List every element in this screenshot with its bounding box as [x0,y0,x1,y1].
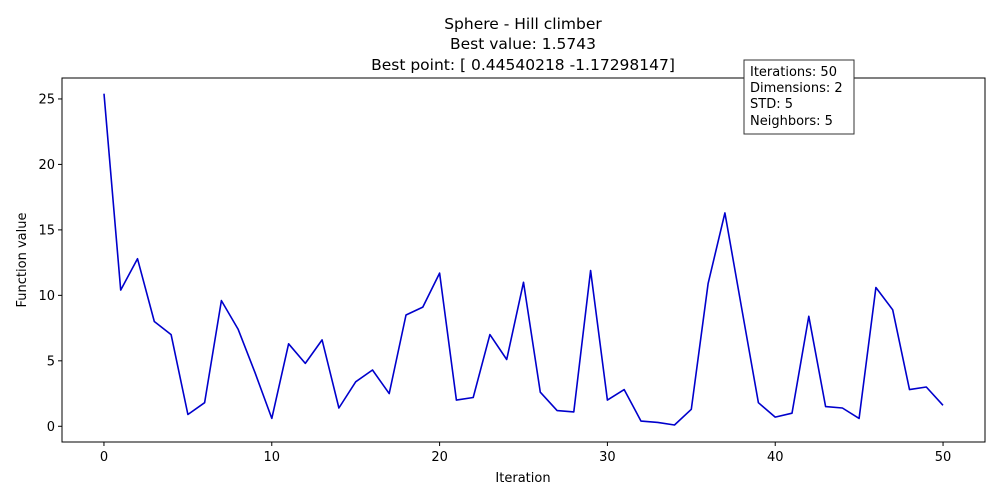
y-tick-label: 20 [38,158,55,173]
x-tick-label: 30 [599,450,616,465]
y-axis-label: Function value [15,213,30,308]
x-tick-label: 0 [100,450,108,465]
info-box: Iterations: 50 Dimensions: 2 STD: 5 Neig… [743,59,855,135]
x-axis-label: Iteration [495,471,550,486]
chart-title-line-3: Best point: [ 0.44540218 -1.17298147] [371,56,675,74]
plot-frame [61,77,986,443]
plot-area: 0 10 20 30 40 50 0 5 10 15 20 25 [38,92,951,465]
y-tick-label: 0 [47,420,55,435]
y-tick-label: 5 [47,354,55,369]
info-iterations: Iterations: 50 [750,65,837,80]
x-tick-label: 40 [767,450,784,465]
info-std: STD: 5 [750,97,793,112]
series-line [103,93,944,426]
info-neighbors: Neighbors: 5 [750,114,833,129]
info-box-frame [743,59,855,135]
y-tick-label: 10 [38,289,55,304]
chart-title-line-2: Best value: 1.5743 [450,35,596,53]
y-tick-label: 15 [38,223,55,238]
chart-title-line-1: Sphere - Hill climber [444,15,602,33]
y-tick-label: 25 [38,92,55,107]
x-tick-label: 10 [263,450,280,465]
info-dimensions: Dimensions: 2 [750,81,843,96]
x-tick-label: 50 [935,450,952,465]
x-tick-label: 20 [431,450,448,465]
